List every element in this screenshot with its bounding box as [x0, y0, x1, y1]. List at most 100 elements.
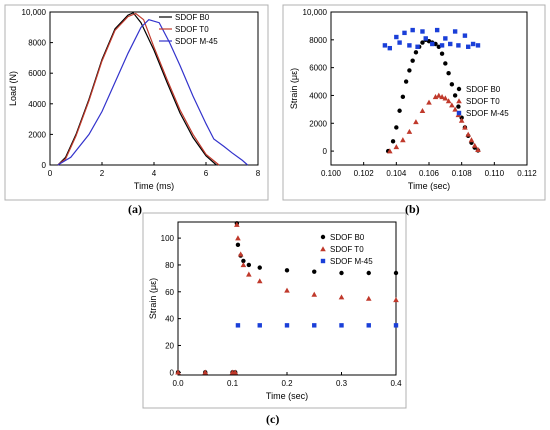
data-point: [419, 107, 426, 113]
data-point: [443, 61, 448, 66]
legend-label: SDOF B0: [175, 13, 210, 22]
data-point: [256, 278, 263, 284]
legend-swatch: [320, 234, 326, 240]
legend-entry: SDOF T0: [456, 97, 500, 106]
data-point: [439, 43, 445, 48]
data-point: [284, 268, 290, 273]
data-point: [420, 29, 425, 34]
data-point: [449, 82, 455, 87]
x-tick-label: 0.102: [354, 169, 375, 178]
data-point: [246, 262, 252, 268]
data-point: [202, 369, 209, 375]
y-axis-label: Load (N): [8, 71, 18, 106]
data-point: [475, 146, 481, 152]
data-point: [400, 94, 406, 100]
y-tick-label: 10,000: [303, 8, 328, 17]
legend-swatch: [320, 258, 326, 264]
data-point: [397, 108, 402, 113]
data-point: [439, 94, 445, 100]
data-point: [403, 79, 409, 84]
y-tick-label: 6000: [309, 64, 327, 73]
y-axis-label: Strain (με): [148, 278, 158, 319]
data-point: [462, 124, 468, 130]
data-point: [413, 119, 419, 125]
data-point: [393, 144, 400, 150]
data-point: [456, 43, 461, 48]
legend-swatch: [456, 110, 462, 116]
x-tick-label: 0.110: [485, 169, 505, 178]
legend-entry: SDOF B0: [456, 85, 501, 94]
legend-label: SDOF M-45: [175, 37, 218, 46]
data-point: [475, 43, 481, 48]
series-sdof-m-45: [57, 19, 248, 166]
panel-b-border: [282, 4, 546, 201]
data-point: [407, 43, 412, 48]
data-point: [436, 92, 442, 98]
x-tick-label: 6: [204, 169, 209, 178]
legend-label: SDOF T0: [466, 97, 500, 106]
data-point: [394, 34, 399, 40]
x-tick-label: 0: [48, 169, 53, 178]
data-point: [393, 297, 399, 303]
panel-b-chart: 0.100 0.102 0.104 0.106 0.108 0.110 0.112 0 2000…: [289, 8, 537, 191]
data-point: [232, 369, 239, 375]
caption-a: (a): [128, 202, 142, 216]
data-point: [365, 295, 372, 301]
plot-frame: [49, 11, 259, 166]
data-point: [284, 287, 290, 293]
legend-label: SDOF T0: [175, 25, 209, 34]
series-sdof-m-45: [235, 323, 399, 328]
y-tick-label: 2000: [28, 130, 46, 139]
x-axis-label: Time (ms): [134, 181, 174, 191]
x-tick-label: 0.112: [517, 169, 537, 178]
x-tick-label: 0.100: [321, 169, 342, 178]
data-point: [470, 41, 476, 47]
data-point: [339, 323, 344, 328]
data-point: [456, 104, 461, 109]
data-point: [311, 291, 318, 297]
legend-entry: SDOF B0: [320, 233, 365, 242]
data-point: [413, 50, 419, 55]
series-line: [57, 12, 220, 166]
panel-c-chart: 0.0 0.1 0.2 0.3 0.4 0 20 40 60 80 100 Time (sec) Str…: [148, 221, 402, 401]
data-point: [246, 271, 252, 277]
y-tick-label: 0: [42, 161, 47, 170]
data-point: [366, 323, 371, 328]
x-tick-label: 0.108: [452, 169, 473, 178]
y-tick-label: 10,000: [22, 8, 47, 17]
data-point: [312, 323, 317, 328]
x-tick-label: 0.104: [386, 169, 407, 178]
data-point: [394, 125, 399, 130]
x-axis-label: Time (sec): [408, 181, 450, 191]
data-point: [234, 221, 240, 227]
data-point: [175, 369, 181, 375]
legend-label: SDOF B0: [466, 85, 501, 94]
data-point: [452, 93, 458, 98]
y-tick-label: 4000: [28, 100, 46, 109]
panel-a-border: [4, 4, 269, 201]
data-point: [257, 265, 262, 270]
x-tick-label: 2: [100, 169, 105, 178]
legend-entry: SDOF M-45: [320, 257, 373, 266]
data-point: [423, 36, 428, 41]
x-tick-label: 0.4: [390, 379, 402, 388]
x-tick-label: 8: [256, 169, 261, 178]
y-tick-label: 0: [170, 368, 175, 377]
x-axis-label: Time (sec): [266, 391, 308, 401]
x-tick-label: 0.2: [281, 379, 293, 388]
y-tick-label: 20: [165, 341, 174, 350]
data-point: [397, 40, 402, 45]
data-point: [284, 323, 290, 328]
x-tick-label: 0.106: [419, 169, 440, 178]
data-point: [430, 41, 435, 47]
data-point: [432, 94, 439, 100]
data-point: [257, 323, 262, 328]
legend-swatch: [320, 246, 326, 252]
series-sdof-m-45: [382, 27, 481, 51]
data-point: [407, 68, 412, 73]
legend-label: SDOF T0: [330, 245, 364, 254]
data-point: [420, 40, 425, 45]
data-point: [468, 137, 475, 143]
data-point: [237, 251, 244, 257]
y-tick-label: 60: [165, 288, 174, 297]
